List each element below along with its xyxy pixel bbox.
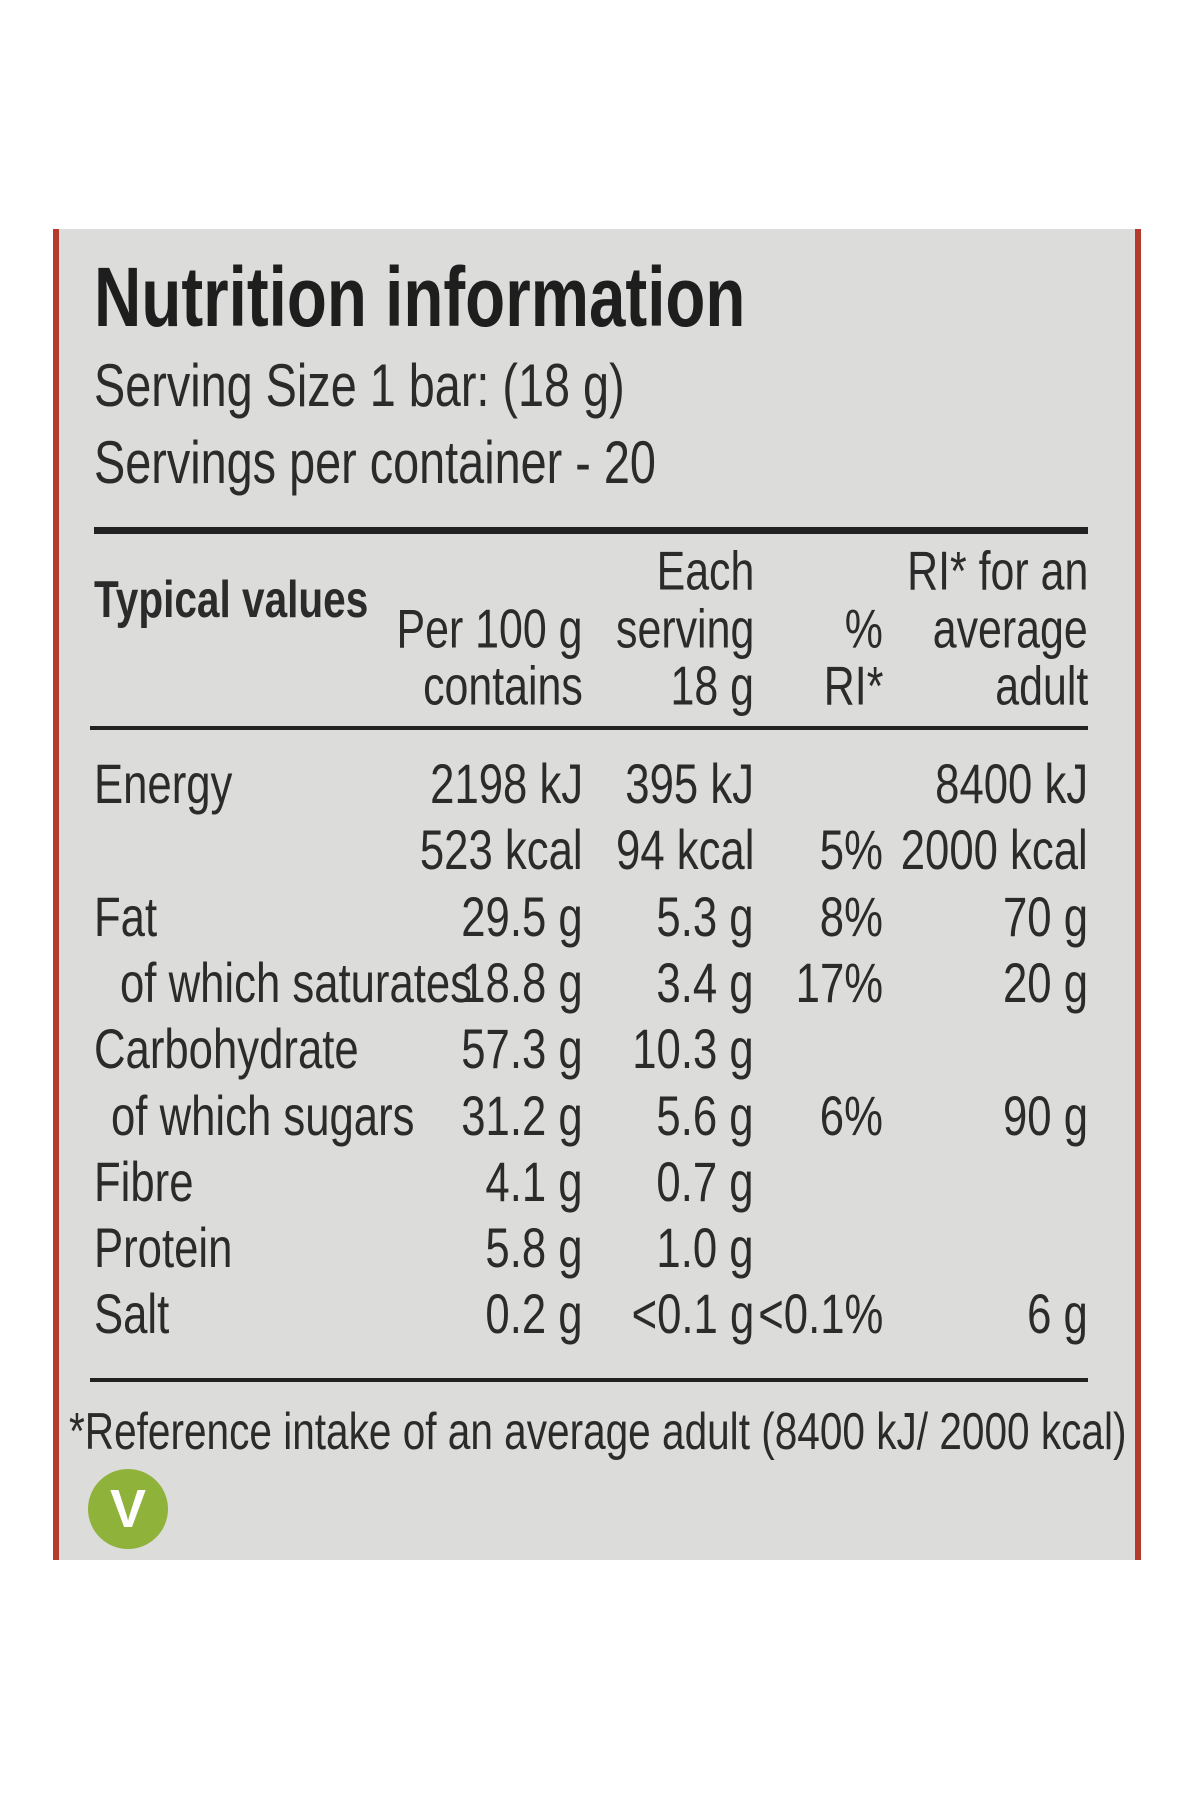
cell: 523 kcal bbox=[420, 818, 583, 882]
cell: 94 kcal bbox=[615, 818, 754, 882]
cell: 10.3 g bbox=[632, 1017, 754, 1081]
column-header: % bbox=[844, 597, 883, 660]
column-header: Per 100 g bbox=[396, 597, 583, 660]
cell: <0.1 g bbox=[631, 1282, 754, 1346]
cell: 20 g bbox=[1002, 950, 1088, 1014]
vegetarian-badge: V bbox=[88, 1469, 168, 1549]
column-header: Each bbox=[656, 539, 754, 602]
row-label: Energy bbox=[94, 752, 233, 815]
cell: 2000 kcal bbox=[901, 818, 1088, 882]
column-header: Typical values bbox=[94, 571, 369, 629]
cell: 6 g bbox=[1027, 1282, 1088, 1346]
column-header: serving bbox=[615, 597, 754, 660]
rule bbox=[90, 726, 1088, 730]
row-label: Fibre bbox=[94, 1149, 194, 1213]
cell: 31.2 g bbox=[461, 1083, 583, 1147]
cell: 5.8 g bbox=[485, 1216, 583, 1280]
cell: 395 kJ bbox=[625, 752, 754, 815]
column-header: contains bbox=[423, 654, 583, 717]
row-label: of which sugars bbox=[111, 1083, 415, 1147]
cell: <0.1% bbox=[757, 1282, 883, 1346]
rule bbox=[94, 527, 1088, 534]
cell: 8400 kJ bbox=[935, 752, 1088, 815]
serving-size: Serving Size 1 bar: (18 g) bbox=[94, 352, 625, 419]
cell: 0.7 g bbox=[656, 1149, 754, 1213]
cell: 29.5 g bbox=[461, 884, 583, 948]
cell: 18.8 g bbox=[461, 950, 583, 1014]
footnote: *Reference intake of an average adult (8… bbox=[69, 1403, 1127, 1461]
label-panel bbox=[53, 229, 1141, 1560]
row-label: Salt bbox=[94, 1282, 170, 1346]
column-header: RI* for an bbox=[906, 539, 1088, 602]
column-header: RI* bbox=[823, 654, 883, 717]
column-header: average bbox=[932, 597, 1088, 660]
row-label: Protein bbox=[94, 1216, 233, 1280]
cell: 17% bbox=[795, 950, 883, 1014]
cell: 90 g bbox=[1002, 1083, 1088, 1147]
servings: Servings per container - 20 bbox=[94, 429, 656, 496]
cell: 8% bbox=[819, 884, 883, 948]
cell: 1.0 g bbox=[656, 1216, 754, 1280]
cell: 5% bbox=[819, 818, 883, 882]
cell: 2198 kJ bbox=[430, 752, 583, 815]
cell: 6% bbox=[819, 1083, 883, 1147]
cell: 0.2 g bbox=[485, 1282, 583, 1346]
cell: 70 g bbox=[1002, 884, 1088, 948]
rule bbox=[90, 1378, 1088, 1382]
cell: 3.4 g bbox=[656, 950, 754, 1014]
cell: 57.3 g bbox=[461, 1017, 583, 1081]
title: Nutrition information bbox=[94, 250, 746, 344]
row-label: of which saturates bbox=[120, 950, 473, 1014]
cell: 5.3 g bbox=[656, 884, 754, 948]
row-label: Fat bbox=[94, 884, 158, 948]
cell: 4.1 g bbox=[485, 1149, 583, 1213]
column-header: adult bbox=[994, 654, 1088, 717]
row-label: Carbohydrate bbox=[94, 1017, 359, 1081]
column-header: 18 g bbox=[670, 654, 754, 717]
cell: 5.6 g bbox=[656, 1083, 754, 1147]
